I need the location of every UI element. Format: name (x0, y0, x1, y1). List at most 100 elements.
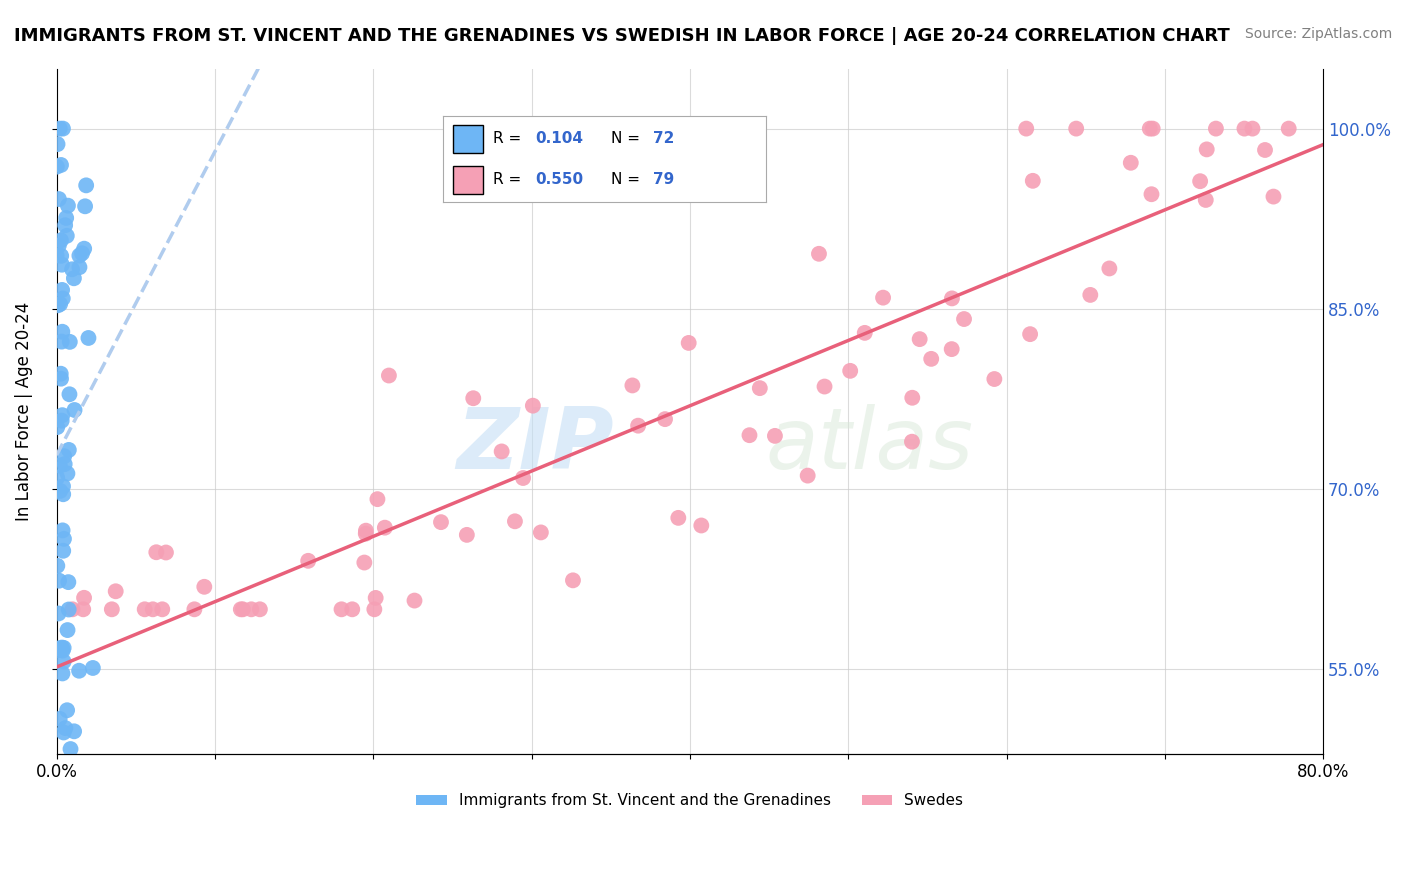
Point (522, 399, 544, 413)
Point (51, 408, 73, 422)
Point (953, 312, 976, 326)
Point (52, 655, 75, 669)
Point (839, 364, 862, 378)
Point (1205, 121, 1227, 136)
Point (920, 351, 942, 366)
Point (142, 602, 165, 616)
Point (1022, 174, 1045, 188)
Point (491, 444, 513, 458)
Point (183, 602, 205, 616)
Point (1119, 155, 1142, 169)
Point (690, 518, 713, 533)
Point (562, 574, 585, 588)
Point (49, 458, 72, 473)
Point (853, 326, 876, 340)
Point (796, 468, 818, 483)
Point (1015, 121, 1038, 136)
Point (60, 262, 83, 277)
Point (52, 532, 75, 546)
Point (654, 412, 676, 426)
Point (901, 434, 924, 449)
Point (48, 238, 70, 252)
Point (872, 291, 894, 305)
Point (738, 428, 761, 442)
Point (1278, 121, 1301, 136)
Point (1140, 187, 1163, 202)
Point (58, 442, 80, 457)
Point (49, 483, 72, 498)
Point (48, 192, 70, 206)
Y-axis label: In Labor Force | Age 20-24: In Labor Force | Age 20-24 (15, 301, 32, 521)
Point (48, 641, 70, 656)
Point (941, 292, 963, 306)
Point (456, 528, 478, 542)
Point (49, 372, 72, 386)
Point (82, 661, 104, 675)
Point (621, 378, 644, 392)
Point (51, 334, 73, 349)
Point (463, 391, 485, 405)
Point (342, 602, 364, 616)
Point (56, 467, 79, 481)
Point (52, 292, 75, 306)
Point (52, 543, 75, 558)
Point (150, 602, 173, 616)
Point (1019, 327, 1042, 342)
Point (73, 591, 96, 605)
Point (52, 487, 75, 501)
Point (229, 602, 252, 616)
Point (354, 524, 377, 538)
Point (49, 158, 72, 172)
Point (807, 247, 830, 261)
Point (627, 418, 650, 433)
Point (52, 121, 75, 136)
Point (49, 233, 72, 247)
Point (53, 457, 76, 471)
Point (49, 297, 72, 311)
Point (1098, 261, 1121, 276)
Point (52, 643, 75, 657)
Point (48, 574, 70, 588)
Point (1254, 143, 1277, 157)
Text: IMMIGRANTS FROM ST. VINCENT AND THE GRENADINES VS SWEDISH IN LABOR FORCE | AGE 2: IMMIGRANTS FROM ST. VINCENT AND THE GREN… (14, 27, 1230, 45)
Point (56, 623, 79, 637)
Point (901, 391, 924, 405)
Point (48, 643, 70, 657)
Point (67, 249, 90, 263)
Point (67, 664, 90, 678)
Point (512, 471, 534, 485)
Point (366, 492, 388, 507)
Point (763, 429, 786, 443)
Point (249, 602, 271, 616)
Point (63, 724, 86, 739)
Point (134, 602, 156, 616)
Point (58, 387, 80, 401)
Point (666, 511, 689, 525)
Point (363, 602, 385, 616)
Point (73, 242, 96, 256)
Point (51, 666, 73, 681)
Point (46, 558, 69, 573)
Point (62, 602, 84, 616)
Point (748, 381, 770, 395)
Point (51, 249, 73, 263)
Point (46, 420, 69, 434)
Text: ZIP: ZIP (457, 404, 614, 487)
Point (530, 525, 553, 540)
Point (75, 199, 97, 213)
Point (56, 228, 79, 243)
Point (52, 640, 75, 655)
Point (49, 367, 72, 381)
Point (1189, 174, 1212, 188)
Point (72, 602, 94, 616)
Point (46, 137, 69, 152)
Text: atlas: atlas (766, 404, 974, 487)
Point (56, 703, 79, 717)
Point (330, 602, 353, 616)
Point (75, 178, 97, 193)
Point (374, 521, 396, 535)
Point (59, 742, 82, 756)
Point (51, 283, 73, 297)
Point (51, 325, 73, 339)
Point (58, 575, 80, 590)
